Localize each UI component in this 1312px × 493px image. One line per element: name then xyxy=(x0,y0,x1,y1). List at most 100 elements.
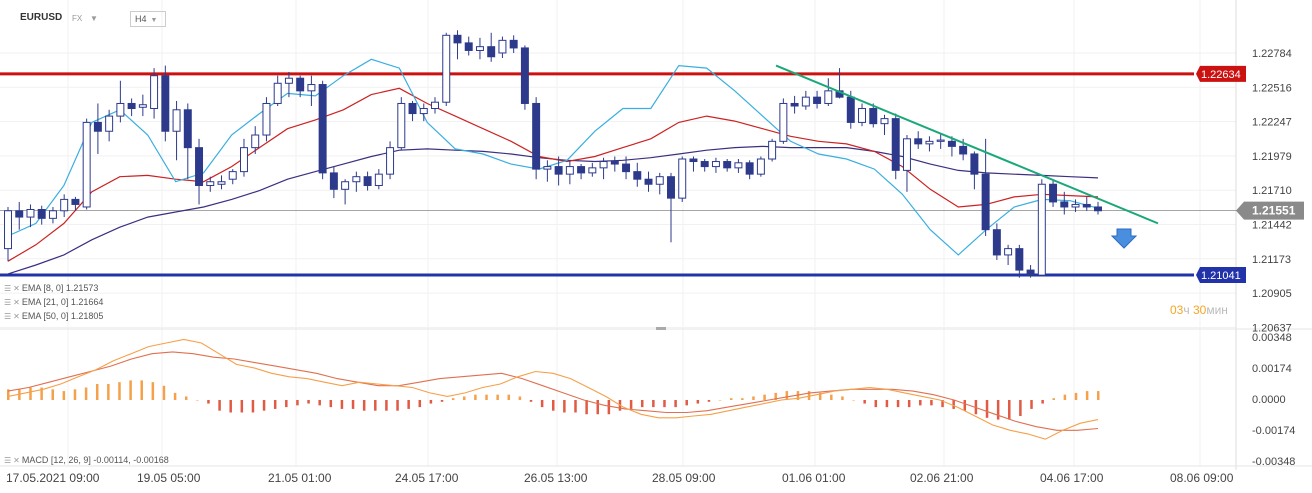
candle-bearish xyxy=(71,198,80,205)
close-icon[interactable]: ✕ xyxy=(13,455,20,465)
time-axis-label: 19.05 05:00 xyxy=(137,471,201,485)
candle-bullish xyxy=(734,162,743,169)
candle-bearish xyxy=(554,166,563,175)
macd-histogram-bar xyxy=(718,400,722,401)
timeframe-select[interactable]: H4 ▼ xyxy=(130,11,166,27)
candle-bearish xyxy=(846,96,855,123)
macd-histogram-bar xyxy=(273,400,277,409)
macd-histogram-bar xyxy=(774,392,777,400)
macd-histogram-bar xyxy=(685,400,688,406)
price-axis-label: 1.21442 xyxy=(1252,220,1292,232)
indicator-label: MACD [12, 26, 9] -0.00114, -0.00168 xyxy=(21,455,169,465)
macd-histogram-bar xyxy=(84,387,88,400)
candle-bullish xyxy=(206,181,215,187)
macd-histogram-bar xyxy=(1085,391,1089,400)
time-axis-label: 01.06 01:00 xyxy=(782,471,846,485)
down-arrow-icon xyxy=(1110,228,1138,249)
macd-histogram-bar xyxy=(574,400,577,413)
settings-icon[interactable]: ☰ xyxy=(4,283,12,293)
macd-histogram-bar xyxy=(507,394,511,400)
settings-icon[interactable]: ☰ xyxy=(4,297,12,307)
candle-bullish xyxy=(779,102,788,142)
macd-histogram-bar xyxy=(1063,394,1067,400)
chevron-down-icon: ▼ xyxy=(150,17,158,24)
candle-bearish xyxy=(610,161,619,165)
timeframe-value: H4 xyxy=(135,14,147,24)
macd-histogram-bar xyxy=(307,400,310,404)
macd-histogram-bar xyxy=(1019,400,1022,417)
support-price-tag xyxy=(1196,267,1246,284)
indicator-legend-ema21[interactable]: ☰ ✕ EMA [21, 0] 1.21664 xyxy=(4,297,103,307)
macd-histogram-bar xyxy=(240,400,244,413)
macd-histogram-bar xyxy=(629,400,633,409)
macd-axis-label: 0.00348 xyxy=(1252,332,1292,344)
candle-bullish xyxy=(599,161,608,169)
macd-histogram-bar xyxy=(1030,400,1033,409)
candle-bullish xyxy=(251,134,260,149)
macd-histogram-bar xyxy=(518,396,522,400)
macd-histogram-bar xyxy=(763,394,766,400)
indicator-legend-ema50[interactable]: ☰ ✕ EMA [50, 0] 1.21805 xyxy=(4,311,103,321)
candle-bullish xyxy=(273,82,282,104)
macd-histogram-bar xyxy=(874,400,878,408)
indicator-legend-macd[interactable]: ☰ ✕ MACD [12, 26, 9] -0.00114, -0.00168 xyxy=(4,455,169,465)
macd-histogram-bar xyxy=(107,383,110,400)
timer-minutes-unit: мин xyxy=(1206,303,1228,317)
settings-icon[interactable]: ☰ xyxy=(4,311,12,321)
candle-bearish xyxy=(520,47,529,104)
time-axis-label: 04.06 17:00 xyxy=(1040,471,1104,485)
candle-bullish xyxy=(284,77,293,84)
close-icon[interactable]: ✕ xyxy=(13,283,20,293)
candle-bullish xyxy=(475,46,484,51)
macd-histogram-bar xyxy=(496,394,499,400)
market-dropdown-icon[interactable]: ▼ xyxy=(90,14,98,23)
timer-hours-unit: ч xyxy=(1183,303,1190,317)
candle-bearish xyxy=(577,166,586,174)
price-axis-label: 1.21173 xyxy=(1252,254,1291,266)
candle-bearish xyxy=(1060,201,1069,208)
macd-histogram-bar xyxy=(140,380,143,400)
price-axis-label: 1.21710 xyxy=(1252,185,1292,197)
settings-icon[interactable]: ☰ xyxy=(4,455,12,465)
macd-histogram-bar xyxy=(7,389,10,400)
symbol-label[interactable]: EURUSD xyxy=(20,12,63,23)
macd-histogram-bar xyxy=(318,400,321,406)
macd-signal-line xyxy=(7,351,1099,431)
macd-histogram-bar xyxy=(1052,398,1056,400)
trendline xyxy=(775,64,1159,225)
candle-bullish xyxy=(543,166,552,170)
candle-bullish xyxy=(82,121,91,208)
candle-bearish xyxy=(891,118,900,171)
macd-histogram-bar xyxy=(807,391,811,400)
candle-bearish xyxy=(970,153,979,175)
candle-bullish xyxy=(902,138,911,171)
macd-histogram-bar xyxy=(941,400,944,408)
indicator-label: EMA [50, 0] 1.21805 xyxy=(21,311,104,321)
indicator-legend-ema8[interactable]: ☰ ✕ EMA [8, 0] 1.21573 xyxy=(4,283,98,293)
macd-histogram-bar xyxy=(407,400,410,409)
candle-bearish xyxy=(723,161,732,169)
candle-bullish xyxy=(824,90,833,104)
macd-histogram-bar xyxy=(118,382,121,400)
macd-histogram-bar xyxy=(919,400,922,406)
time-axis-label: 17.05.2021 09:00 xyxy=(6,471,100,485)
candle-bullish xyxy=(386,147,395,175)
macd-histogram-bar xyxy=(540,400,544,408)
macd-histogram-bar xyxy=(607,400,611,415)
close-icon[interactable]: ✕ xyxy=(13,311,20,321)
macd-histogram-bar xyxy=(563,400,566,413)
close-icon[interactable]: ✕ xyxy=(13,297,20,307)
macd-histogram-bar xyxy=(29,387,32,400)
macd-histogram-bar xyxy=(640,400,644,408)
macd-histogram-bar xyxy=(362,400,366,411)
candle-bearish xyxy=(127,102,136,110)
macd-histogram-bar xyxy=(885,400,889,408)
macd-histogram-bar xyxy=(830,394,833,400)
market-label: FX xyxy=(72,14,83,23)
candle-bearish xyxy=(329,172,338,190)
macd-histogram-bar xyxy=(396,400,399,411)
candle-bearish xyxy=(992,229,1001,256)
current-price-text: 1.21551 xyxy=(1252,204,1296,218)
candle-bullish xyxy=(1037,183,1046,276)
